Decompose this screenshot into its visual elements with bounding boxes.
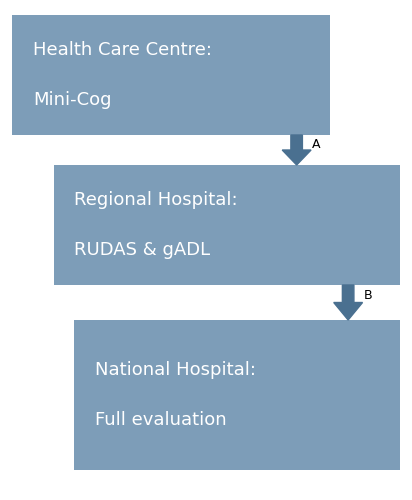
Text: Regional Hospital:: Regional Hospital: [74, 191, 238, 209]
FancyBboxPatch shape [12, 15, 330, 135]
FancyBboxPatch shape [54, 165, 400, 285]
Text: B: B [364, 289, 372, 302]
Text: RUDAS & gADL: RUDAS & gADL [74, 241, 210, 259]
FancyArrow shape [282, 135, 311, 165]
FancyBboxPatch shape [74, 320, 400, 470]
FancyArrow shape [334, 285, 363, 320]
Text: Mini-Cog: Mini-Cog [33, 91, 112, 109]
Text: Full evaluation: Full evaluation [95, 411, 226, 429]
Text: National Hospital:: National Hospital: [95, 361, 256, 379]
Text: A: A [312, 138, 321, 150]
Text: Health Care Centre:: Health Care Centre: [33, 41, 212, 59]
